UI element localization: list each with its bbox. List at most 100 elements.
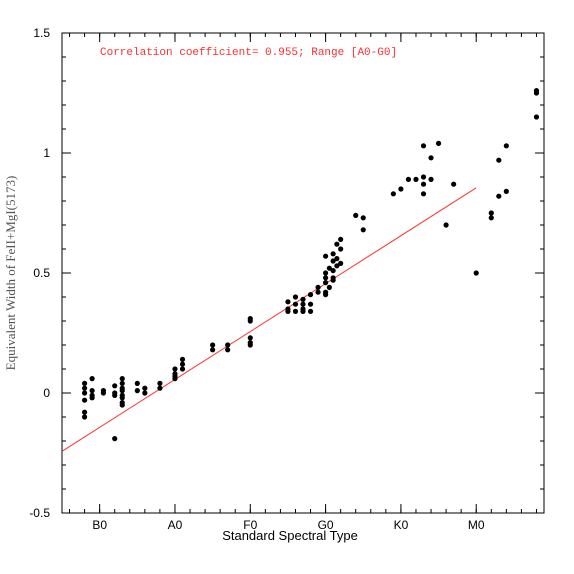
data-point	[247, 342, 253, 348]
data-point	[503, 143, 509, 149]
data-point	[488, 210, 494, 216]
data-point	[285, 299, 291, 305]
data-point	[330, 268, 336, 274]
x-tick-label: A0	[168, 518, 183, 532]
data-point	[134, 388, 140, 394]
y-tick-labels: -0.5 0 0.5 1 1.5	[29, 26, 50, 520]
x-tick-labels: B0 A0 F0 G0 K0 M0	[92, 518, 485, 532]
data-point	[503, 188, 509, 194]
data-point	[420, 191, 427, 197]
data-point	[179, 361, 186, 367]
data-point	[142, 390, 148, 396]
data-point	[307, 308, 314, 314]
data-point	[225, 342, 231, 348]
data-point	[451, 181, 457, 187]
data-point	[119, 395, 125, 401]
data-point	[326, 284, 332, 290]
data-point	[225, 347, 231, 353]
data-point	[119, 388, 125, 394]
data-point	[292, 301, 299, 307]
data-point	[81, 380, 88, 386]
data-point	[488, 215, 494, 221]
data-point	[496, 193, 502, 199]
x-tick-label: G0	[318, 518, 334, 532]
y-tick-label: 1	[43, 146, 50, 160]
data-point	[81, 385, 88, 391]
data-point	[496, 157, 502, 163]
data-point	[420, 174, 427, 180]
data-point	[330, 251, 336, 257]
data-point	[157, 380, 163, 386]
data-point	[338, 260, 344, 266]
correlation-annotation: Correlation coefficient= 0.955; Range [A…	[100, 47, 397, 59]
data-point	[89, 388, 95, 394]
data-point	[112, 383, 118, 389]
data-point	[112, 392, 118, 398]
y-tick-label: 0.5	[33, 266, 50, 280]
data-point	[172, 366, 178, 372]
data-point	[334, 241, 340, 247]
data-point	[473, 270, 479, 276]
data-point	[81, 397, 88, 403]
data-point	[322, 275, 329, 281]
plot-frame	[61, 32, 545, 514]
y-axis-title: Equivalent Width of FeII+MgI(5173)	[3, 176, 18, 371]
data-point	[420, 143, 427, 149]
data-point	[134, 380, 140, 386]
data-point	[81, 414, 88, 420]
data-point	[533, 90, 540, 96]
regression-line	[61, 187, 477, 452]
data-point	[247, 335, 253, 341]
x-tick-label: B0	[92, 518, 107, 532]
data-point	[300, 296, 306, 302]
data-point	[353, 212, 359, 218]
data-point	[533, 114, 540, 120]
data-point	[413, 176, 419, 182]
data-point	[210, 342, 216, 348]
data-point	[330, 258, 336, 264]
data-point	[315, 284, 321, 290]
data-point	[292, 308, 299, 314]
data-point	[360, 215, 366, 221]
data-point	[435, 140, 442, 146]
data-point	[89, 376, 95, 382]
data-point	[157, 385, 163, 391]
data-points	[81, 88, 540, 442]
data-point	[420, 181, 427, 187]
data-point	[390, 191, 396, 197]
data-point	[315, 289, 321, 295]
data-point	[334, 263, 340, 269]
data-point	[443, 222, 449, 228]
data-point	[307, 292, 314, 298]
data-point	[112, 436, 118, 442]
data-point	[326, 265, 332, 271]
data-point	[338, 236, 344, 242]
data-point	[330, 277, 336, 283]
data-point	[119, 376, 125, 382]
data-point	[322, 253, 329, 259]
data-point	[322, 280, 329, 286]
data-point	[405, 176, 412, 182]
data-point	[179, 356, 186, 362]
data-point	[100, 390, 107, 396]
data-point	[119, 380, 125, 386]
data-point	[119, 402, 125, 408]
data-point	[292, 294, 299, 300]
data-point	[81, 390, 88, 396]
data-point	[285, 308, 291, 314]
x-axis-title: Standard Spectral Type	[222, 528, 358, 543]
y-tick-label: 1.5	[33, 26, 50, 40]
data-point	[398, 186, 404, 192]
data-point	[307, 301, 314, 307]
data-point	[338, 246, 344, 252]
data-point	[428, 176, 434, 182]
data-point	[322, 270, 329, 276]
data-point	[89, 395, 95, 401]
y-tick-label: 0	[43, 386, 50, 400]
data-point	[81, 409, 88, 415]
axis-ticks	[62, 32, 544, 514]
data-point	[142, 385, 148, 391]
data-point	[322, 292, 329, 298]
data-point	[247, 318, 253, 324]
